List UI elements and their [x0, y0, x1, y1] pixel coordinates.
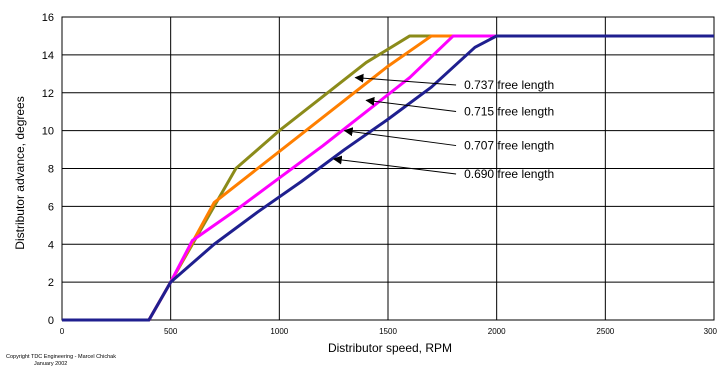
annotation-label: 0.707 free length: [464, 139, 554, 153]
x-axis-ticks: 0 500 1000 1500 2000 2500 300: [60, 327, 718, 336]
y-axis-label: Distributor advance, degrees: [13, 96, 27, 249]
annotation-label: 0.715 free length: [464, 104, 554, 118]
y-tick-label: 2: [48, 277, 54, 289]
y-tick-label: 8: [48, 164, 54, 176]
y-tick-label: 12: [42, 88, 54, 100]
x-tick-label: 1500: [379, 327, 397, 336]
plot-border: [61, 16, 715, 321]
x-tick-label: 1000: [270, 327, 288, 336]
x-tick-label: 500: [164, 327, 178, 336]
annotation-arrow: [354, 73, 457, 86]
x-tick-label: 0: [60, 327, 65, 336]
plot-frame: [61, 16, 715, 321]
x-tick-label: 2000: [488, 327, 506, 336]
annotation-label: 0.690 free length: [464, 167, 554, 181]
y-tick-label: 16: [42, 12, 54, 24]
copyright-notice: Copyright TDC Engineering - Marcel Chich…: [6, 354, 116, 368]
annotation-label: 0.737 free length: [464, 78, 554, 92]
y-axis-ticks: 0 2 4 6 8 10 12 14 16: [42, 12, 54, 327]
annotation-arrow: [332, 155, 457, 175]
annotation-layer: 0.737 free length 0.715 free length 0.707 …: [332, 73, 554, 181]
y-tick-label: 4: [48, 239, 54, 251]
x-axis-label: Distributor speed, RPM: [328, 341, 452, 355]
annotation-arrow: [365, 96, 457, 112]
copyright-line-1: Copyright TDC Engineering - Marcel Chich…: [6, 354, 116, 360]
y-tick-label: 6: [48, 201, 54, 213]
series-layer: [62, 34, 714, 322]
series-line-4: [62, 34, 714, 322]
x-tick-label: 2500: [596, 327, 614, 336]
grid: [62, 16, 714, 320]
copyright-line-2: January 2002: [34, 361, 68, 367]
y-tick-label: 0: [48, 315, 54, 327]
y-tick-label: 14: [42, 50, 54, 62]
y-tick-label: 10: [42, 126, 54, 138]
x-tick-label: 300: [704, 327, 718, 336]
annotation-arrow: [343, 127, 457, 147]
